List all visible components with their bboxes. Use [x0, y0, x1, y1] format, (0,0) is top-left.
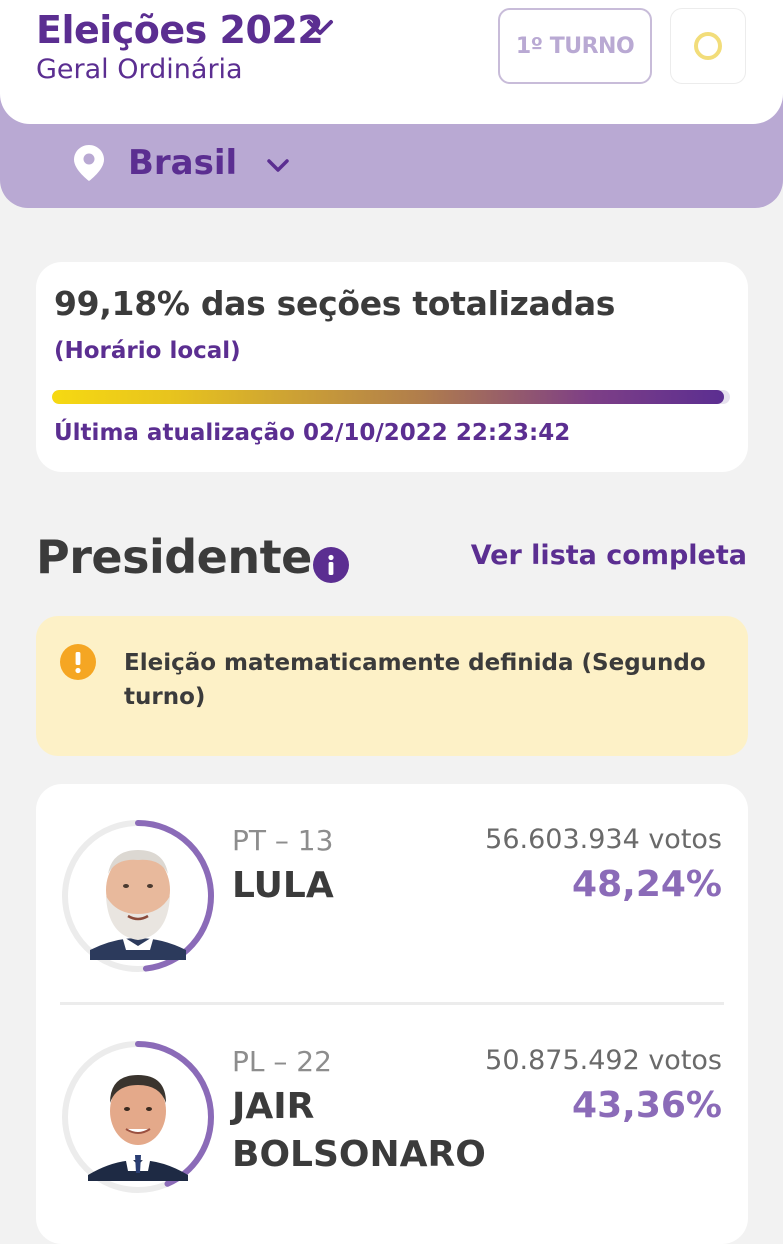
header-card: Eleições 2022 Geral Ordinária 1º TURNO [0, 0, 783, 124]
candidate-avatar [60, 1039, 216, 1195]
candidate-percent: 48,24% [572, 864, 722, 905]
divider [60, 1002, 724, 1005]
progress-bar-fill [52, 390, 725, 404]
election-subtitle: Geral Ordinária [36, 54, 243, 85]
candidate-party: PL – 22 [232, 1045, 332, 1078]
progress-title: 99,18% das seções totalizadas [54, 284, 616, 323]
alert-box: Eleição matematicamente definida (Segund… [36, 616, 748, 756]
see-full-list-link[interactable]: Ver lista completa [470, 540, 747, 571]
candidate-avatar [60, 818, 216, 974]
candidate-votes: 50.875.492 votos [485, 1045, 722, 1076]
candidate-percent: 43,36% [572, 1085, 722, 1126]
round-button[interactable]: 1º TURNO [498, 8, 652, 84]
candidate-name: LULA [232, 865, 334, 906]
chevron-down-icon[interactable] [304, 12, 336, 44]
candidates-card: PT – 13 LULA 56.603.934 votos 48,24% PL … [36, 784, 748, 1244]
election-title[interactable]: Eleições 2022 [36, 8, 324, 52]
candidate-party: PT – 13 [232, 824, 334, 857]
alert-text: Eleição matematicamente definida (Segund… [124, 650, 706, 710]
progress-note: (Horário local) [54, 338, 241, 364]
location-pin-icon [74, 145, 104, 181]
location-label: Brasil [128, 143, 238, 183]
theme-toggle-button[interactable] [670, 8, 746, 84]
chevron-down-icon [267, 159, 289, 172]
sun-icon [694, 32, 722, 60]
progress-card: 99,18% das seções totalizadas (Horário l… [36, 262, 748, 472]
progress-bar [52, 390, 730, 404]
location-selector[interactable]: Brasil [72, 138, 291, 188]
info-icon[interactable] [313, 547, 349, 583]
candidate-votes: 56.603.934 votos [485, 824, 722, 855]
candidate-name: JAIR BOLSONARO [232, 1086, 486, 1175]
warning-icon [60, 644, 96, 680]
section-title: Presidente [36, 530, 312, 584]
last-updated: Última atualização 02/10/2022 22:23:42 [54, 420, 571, 446]
